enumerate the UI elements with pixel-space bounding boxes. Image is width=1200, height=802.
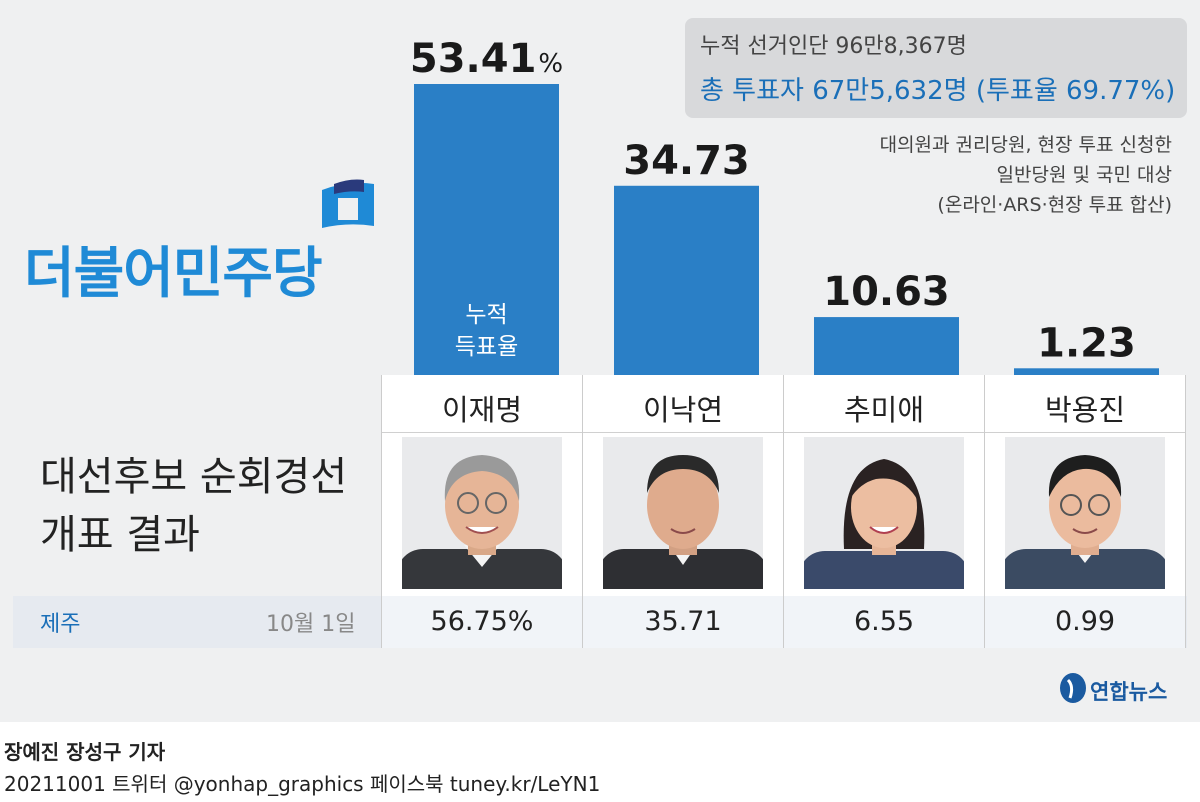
bar-inner-label: 누적 bbox=[465, 302, 507, 328]
bar-추미애 bbox=[814, 317, 959, 375]
flag-icon bbox=[322, 179, 374, 228]
note-line: 대의원과 권리당원, 현장 투표 신청한 bbox=[879, 134, 1172, 156]
yonhap-logo-icon bbox=[1060, 673, 1086, 703]
bar-이낙연 bbox=[614, 185, 759, 375]
region-row bbox=[583, 596, 783, 648]
chart-title-line: 개표 결과 bbox=[40, 512, 200, 558]
yonhap-logo: 연합뉴스 bbox=[1090, 680, 1168, 704]
candidate-column: 이낙연 35.71 bbox=[582, 375, 783, 648]
region-row bbox=[382, 596, 582, 648]
bar-value-label: 10.63 bbox=[823, 269, 950, 315]
divider bbox=[985, 432, 1185, 433]
region-value: 56.75% bbox=[430, 606, 534, 637]
candidate-name: 박용진 bbox=[1044, 393, 1126, 427]
candidate-photo bbox=[603, 437, 763, 589]
candidate-name: 이재명 bbox=[441, 393, 523, 427]
candidate-name: 이낙연 bbox=[642, 393, 724, 427]
candidate-photo bbox=[804, 437, 964, 589]
candidate-column: 추미애 6.55 bbox=[783, 375, 984, 648]
note-line: 일반당원 및 국민 대상 bbox=[996, 164, 1172, 186]
party-logo: 더불어민주당 bbox=[24, 241, 323, 305]
reporter-credit: 장예진 장성구 기자 bbox=[4, 740, 166, 764]
bar-박용진 bbox=[1014, 368, 1159, 375]
note: 대의원과 권리당원, 현장 투표 신청한 일반당원 및 국민 대상 (온라인·A… bbox=[880, 130, 1172, 220]
electorate-text: 누적 선거인단 96만8,367명 bbox=[700, 34, 967, 59]
info-box bbox=[685, 18, 1187, 118]
chart-title-line: 대선후보 순회경선 bbox=[40, 454, 348, 500]
turnout-text: 총 투표자 67만5,632명 (투표율 69.77%) bbox=[700, 76, 1176, 106]
candidate-column: 박용진 0.99 bbox=[984, 375, 1186, 648]
region-row bbox=[784, 596, 984, 648]
region-value: 6.55 bbox=[853, 606, 915, 637]
candidate-photo bbox=[402, 437, 562, 589]
bar-이재명 bbox=[414, 84, 559, 375]
divider bbox=[583, 432, 783, 433]
bar-value-label: 53.41% bbox=[410, 36, 563, 82]
bar-value-label: 34.73 bbox=[623, 138, 750, 184]
chart-title: 대선후보 순회경선 개표 결과 bbox=[40, 448, 347, 564]
divider bbox=[784, 432, 984, 433]
region-value: 0.99 bbox=[1054, 606, 1116, 637]
infographic: 누적 선거인단 96만8,367명 총 투표자 67만5,632명 (투표율 6… bbox=[0, 0, 1200, 722]
region-row bbox=[985, 596, 1185, 648]
bar-inner-label: 득표율 bbox=[455, 334, 518, 360]
region-date: 10월 1일 bbox=[266, 612, 356, 637]
candidate-photo bbox=[1005, 437, 1165, 589]
divider bbox=[382, 432, 582, 433]
bar-value-label: 1.23 bbox=[1037, 320, 1136, 366]
region-name: 제주 bbox=[40, 612, 81, 637]
publish-info: 20211001 트위터 @yonhap_graphics 페이스북 tuney… bbox=[4, 772, 601, 796]
note-line: (온라인·ARS·현장 투표 합산) bbox=[937, 194, 1172, 216]
candidate-name: 추미애 bbox=[843, 393, 925, 427]
region-value: 35.71 bbox=[644, 606, 722, 637]
candidate-column: 이재명 56.75% bbox=[381, 375, 582, 648]
